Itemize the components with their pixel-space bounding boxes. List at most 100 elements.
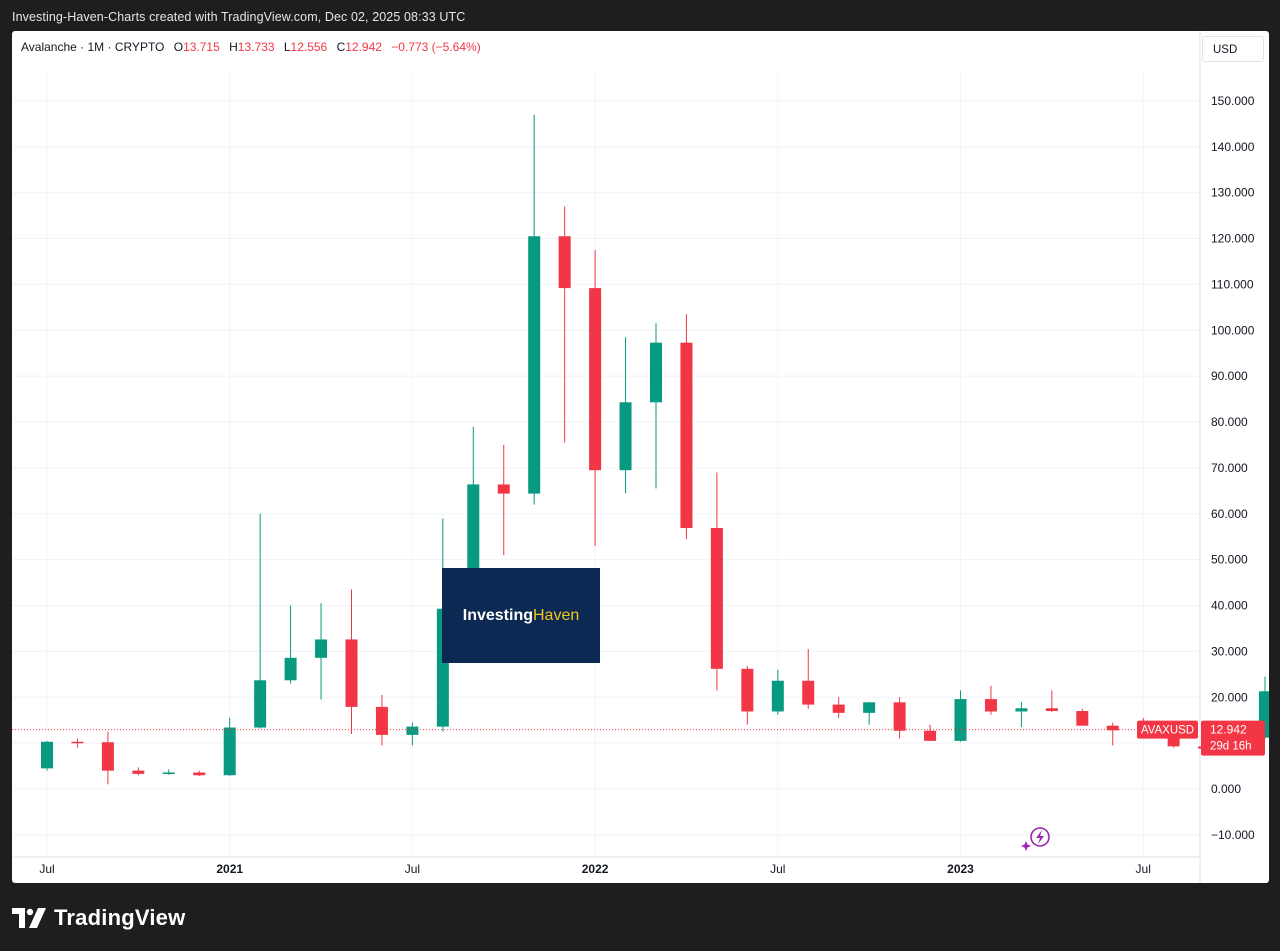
x-axis-tick-label: Jul (770, 862, 785, 876)
candle-body (924, 730, 937, 741)
candle-body (1106, 725, 1119, 731)
candle (1076, 708, 1089, 726)
candle (254, 513, 267, 729)
candle (558, 206, 571, 443)
y-axis-tick-label: −10.000 (1211, 828, 1255, 842)
candle-body (954, 699, 967, 741)
legend-change: −0.773 (−5.64%) (391, 40, 481, 54)
x-axis-tick-label: 2023 (947, 862, 974, 876)
candle (345, 589, 358, 734)
candle-body (741, 668, 754, 712)
candle (375, 694, 388, 746)
candle (1045, 690, 1058, 712)
ticker-tag-text: AVAXUSD (1141, 725, 1194, 737)
legend-open-value: 13.715 (183, 40, 220, 54)
candle-body (223, 727, 236, 776)
logo-box (442, 568, 600, 663)
y-axis-tick-label: 60.000 (1211, 507, 1248, 521)
candle-body (132, 770, 145, 774)
candle-body (1259, 691, 1269, 738)
candle-body (315, 639, 328, 658)
chart-caption: Investing-Haven-Charts created with Trad… (12, 10, 466, 24)
badge-bolt (1036, 830, 1044, 844)
candle (284, 605, 297, 684)
candle (223, 717, 236, 776)
legend-close-label: C (336, 40, 346, 54)
candle-body (1076, 711, 1089, 726)
candle-body (893, 702, 906, 731)
candle (650, 323, 662, 489)
candle (71, 738, 84, 748)
legend-high-value: 13.733 (237, 40, 275, 54)
candle (710, 472, 723, 691)
candlestick-chart[interactable]: 150.000 140.000 130.000 120.000 110.000 100.0… (12, 31, 1269, 883)
grid-layer (12, 71, 1200, 857)
legend-low-label: L (283, 40, 291, 54)
y-axis-tick-label: 30.000 (1211, 644, 1248, 658)
candle (893, 697, 906, 739)
legend-open-label: O (173, 40, 184, 54)
y-axis-tick-label: 50.000 (1211, 553, 1248, 567)
candle (741, 666, 754, 725)
candle (193, 770, 206, 777)
y-axis-tick-label: 110.000 (1211, 277, 1254, 291)
candle-body (101, 742, 114, 771)
candle-body (1045, 708, 1058, 712)
brand-name: TradingView (54, 905, 186, 930)
candle (863, 701, 876, 725)
candle (315, 603, 328, 700)
candles-layer (41, 114, 1269, 785)
candle-body (802, 680, 815, 705)
x-axis-tick-label: 2021 (216, 862, 243, 876)
candle (497, 444, 510, 556)
tradingview-logo-icon (12, 908, 46, 928)
candle (984, 685, 997, 715)
candle-body (41, 741, 53, 769)
badge-ring (1030, 827, 1050, 847)
ohlc-legend: Avalanche · 1M · CRYPTO O13.715 H13.733 … (21, 40, 481, 54)
candle-body (254, 680, 267, 728)
y-axis-tick-label: 140.000 (1211, 140, 1255, 154)
candle (954, 690, 967, 742)
candle (589, 250, 602, 546)
last-price-tag (1201, 720, 1265, 756)
tradingview-brand: TradingView (12, 904, 185, 932)
y-axis-tick-label: 0.000 (1211, 782, 1241, 796)
y-axis-tick-label: 70.000 (1211, 461, 1248, 475)
y-axis-tick-label: 130.000 (1211, 186, 1255, 200)
candle-body (589, 288, 602, 471)
candle (680, 314, 693, 540)
candle (528, 114, 541, 505)
legend-high-label: H (229, 40, 238, 54)
legend-close-value: 12.942 (345, 40, 382, 54)
lightning-badge-icon[interactable] (1021, 827, 1050, 851)
candle-body (619, 402, 632, 471)
ticker-tag (1137, 720, 1198, 739)
y-axis-tick-label: 150.000 (1211, 94, 1255, 108)
y-axis-tick-label: 120.000 (1211, 232, 1255, 246)
candle (101, 731, 114, 785)
y-axis-tick-label: 80.000 (1211, 415, 1248, 429)
candle-body (406, 726, 419, 735)
currency-selector[interactable]: USD (1202, 36, 1264, 62)
candle-body (375, 706, 388, 735)
badge-sparkle (1021, 841, 1031, 851)
candle-body (528, 236, 541, 494)
candle-body (284, 657, 297, 681)
countdown-text: 29d 16h (1210, 741, 1252, 753)
candle (406, 722, 419, 746)
candle-body (193, 772, 206, 776)
candle-body (863, 702, 876, 713)
candle (832, 697, 845, 718)
x-axis-tick-label: Jul (39, 862, 54, 876)
candle (924, 724, 937, 741)
candle (1015, 701, 1028, 728)
candle-body (650, 342, 662, 403)
candle (619, 337, 632, 494)
candle-body (558, 236, 571, 289)
candle-body (162, 772, 175, 774)
candle (41, 740, 53, 771)
candle (802, 649, 815, 709)
chart-panel[interactable]: 150.000 140.000 130.000 120.000 110.000 100.0… (12, 31, 1269, 883)
last-price-value: 12.942 (1210, 723, 1247, 737)
